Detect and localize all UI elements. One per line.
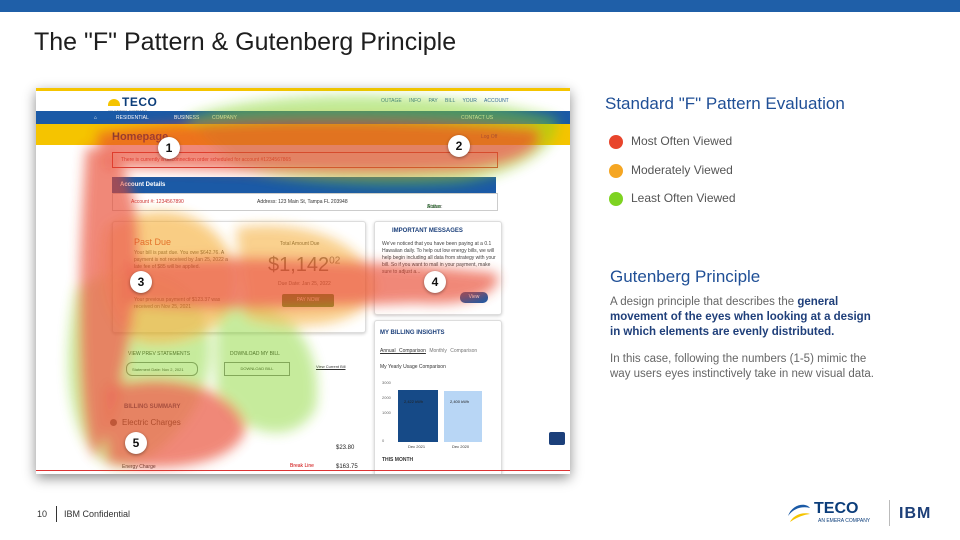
chat-icon[interactable] — [549, 432, 565, 445]
bar-data-label: 2,422 kWh — [404, 399, 424, 404]
nav-residential[interactable]: RESIDENTIAL — [116, 115, 149, 121]
legend-label: Most Often Viewed — [631, 134, 733, 148]
logo-text: TECO — [122, 95, 158, 109]
heatmap-marker-5: 5 — [125, 432, 147, 454]
download-my-bill-title: DOWNLOAD MY BILL — [230, 351, 280, 357]
bar-data-label: 2,400 kWh — [450, 399, 470, 404]
y-tick: 1000 — [382, 410, 391, 415]
status-value: Active — [427, 204, 441, 210]
account-number: Account #: 1234567890 — [131, 199, 184, 205]
logo-divider — [889, 500, 890, 526]
electric-charge-amount: $23.80 — [336, 445, 355, 451]
nav-business[interactable]: BUSINESS — [174, 115, 200, 121]
log-off-link[interactable]: Log Off — [481, 134, 498, 140]
due-date: Due Date: Jan 25, 2022 — [278, 281, 331, 287]
website-screenshot: TECO AN EMERA COMPANY OUTAGE INFO PAY BI… — [36, 88, 570, 474]
outage-info-link[interactable]: OUTAGE INFO — [381, 98, 422, 104]
heatmap-marker-2: 2 — [448, 135, 470, 157]
billing-insights-title: MY BILLING INSIGHTS — [380, 330, 445, 336]
nav-company[interactable]: COMPANY — [212, 115, 237, 121]
red-dot-icon — [609, 134, 623, 149]
confidential-label: IBM Confidential — [64, 509, 131, 519]
bar-category-label: Dec 2021 — [408, 444, 426, 449]
pay-bill-link[interactable]: PAY BILL — [428, 98, 456, 104]
gutenberg-description: A design principle that describes the ge… — [610, 295, 880, 340]
legend-label: Moderately Viewed — [631, 163, 733, 177]
tab-monthly-comparison[interactable]: Monthly Comparison — [429, 348, 478, 354]
y-tick: 3000 — [382, 380, 391, 385]
billing-summary-title: BILLING SUMMARY — [124, 404, 181, 410]
amount-cents: 02 — [329, 255, 341, 267]
green-dot-icon — [609, 191, 623, 206]
electric-charges-title: Electric Charges — [122, 418, 181, 427]
pay-now-button[interactable]: PAY NOW — [282, 294, 334, 307]
download-bill-button[interactable]: DOWNLOAD BILL — [224, 362, 290, 376]
tab-annual-comparison[interactable]: Annual Comparison — [380, 348, 426, 354]
usage-chart-title: My Yearly Usage Comparison — [380, 364, 446, 370]
y-tick: 2000 — [382, 395, 391, 400]
view-prev-statements-title: VIEW PREV STATEMENTS — [128, 351, 191, 357]
alert-text: There is currently a disconnection order… — [121, 157, 292, 163]
legend-label: Least Often Viewed — [631, 191, 736, 205]
status-label: Status: — [427, 204, 443, 210]
usage-bar-2020 — [444, 391, 482, 442]
important-messages-title: IMPORTANT MESSAGES — [392, 228, 463, 234]
break-line-label: Break Line — [290, 463, 314, 469]
main-nav: ⌂ RESIDENTIAL BUSINESS COMPANY CONTACT U… — [36, 111, 570, 124]
account-address: Address: 123 Main St, Tampa FL 203948 — [257, 199, 348, 205]
legend-moderately-viewed: Moderately Viewed — [609, 163, 733, 178]
slide-title: The "F" Pattern & Gutenberg Principle — [34, 28, 457, 56]
ibm-logo: IBM — [899, 505, 932, 522]
statement-select-value: Statement Date: Nov 2, 2021 — [132, 367, 184, 372]
break-line — [36, 470, 570, 471]
past-due-title: Past Due — [134, 237, 172, 247]
total-amount-due-value: $1,14202 — [268, 254, 340, 277]
previous-payment-text: Your previous payment of $123.37 was rec… — [134, 297, 221, 310]
legend-least-viewed: Least Often Viewed — [609, 191, 736, 206]
important-messages-text: We've noticed that you have been paying … — [382, 241, 496, 275]
account-details-header: Account Details — [112, 177, 496, 193]
top-links: OUTAGE INFO PAY BILL YOUR ACCOUNT — [381, 98, 509, 104]
heatmap-marker-1: 1 — [158, 137, 180, 159]
energy-charge-amount: $163.75 — [336, 464, 358, 470]
teco-arc-icon — [108, 99, 120, 107]
footer-divider — [56, 506, 57, 522]
view-message-button[interactable]: View — [460, 292, 488, 303]
slide-top-bar — [0, 0, 960, 12]
teco-logo-text: TECO — [814, 500, 859, 517]
total-amount-due-label: Total Amount Due — [280, 241, 320, 247]
gutenberg-title: Gutenberg Principle — [610, 267, 761, 286]
account-details-title: Account Details — [120, 182, 166, 188]
gutenberg-case-text: In this case, following the numbers (1-5… — [610, 353, 874, 380]
statement-date-select[interactable]: Statement Date: Nov 2, 2021 — [126, 362, 198, 376]
nav-home-icon[interactable]: ⌂ — [94, 115, 98, 121]
y-tick: 0 — [382, 438, 385, 443]
usage-bar-2021 — [398, 390, 438, 442]
f-pattern-title: Standard "F" Pattern Evaluation — [605, 94, 845, 113]
view-current-bill-link[interactable]: View Current Bill — [316, 364, 346, 369]
yellow-top-bar — [36, 88, 570, 91]
bar-category-label: Dec 2020 — [452, 444, 470, 449]
billing-insights-card — [374, 320, 502, 474]
past-due-text: Your bill is past due. You owe $642.76. … — [134, 250, 228, 270]
nav-contact-us[interactable]: CONTACT US — [461, 115, 494, 121]
footer-teco-logo: TECO AN EMERA COMPANY — [786, 500, 882, 528]
your-account-link[interactable]: YOUR ACCOUNT — [462, 98, 509, 104]
heatmap-marker-4: 4 — [424, 271, 446, 293]
amount-dollars: $1,142 — [268, 254, 330, 276]
electric-icon — [110, 419, 117, 426]
orange-dot-icon — [609, 163, 623, 178]
teco-logo-tagline: AN EMERA COMPANY — [818, 518, 871, 524]
billing-tabs: Annual Comparison Monthly Comparison — [380, 348, 477, 354]
gutenberg-desc-lead: A design principle that describes the — [610, 296, 798, 308]
account-details-row: Account #: 1234567890 Address: 123 Main … — [112, 193, 498, 211]
teco-swoosh-icon — [788, 504, 810, 522]
page-number: 10 — [37, 509, 48, 519]
gutenberg-desc-bold: general movement of the eyes when lookin… — [610, 296, 871, 338]
this-month-label: THIS MONTH — [382, 457, 414, 463]
legend-most-viewed: Most Often Viewed — [609, 134, 732, 149]
heatmap-marker-3: 3 — [130, 271, 152, 293]
